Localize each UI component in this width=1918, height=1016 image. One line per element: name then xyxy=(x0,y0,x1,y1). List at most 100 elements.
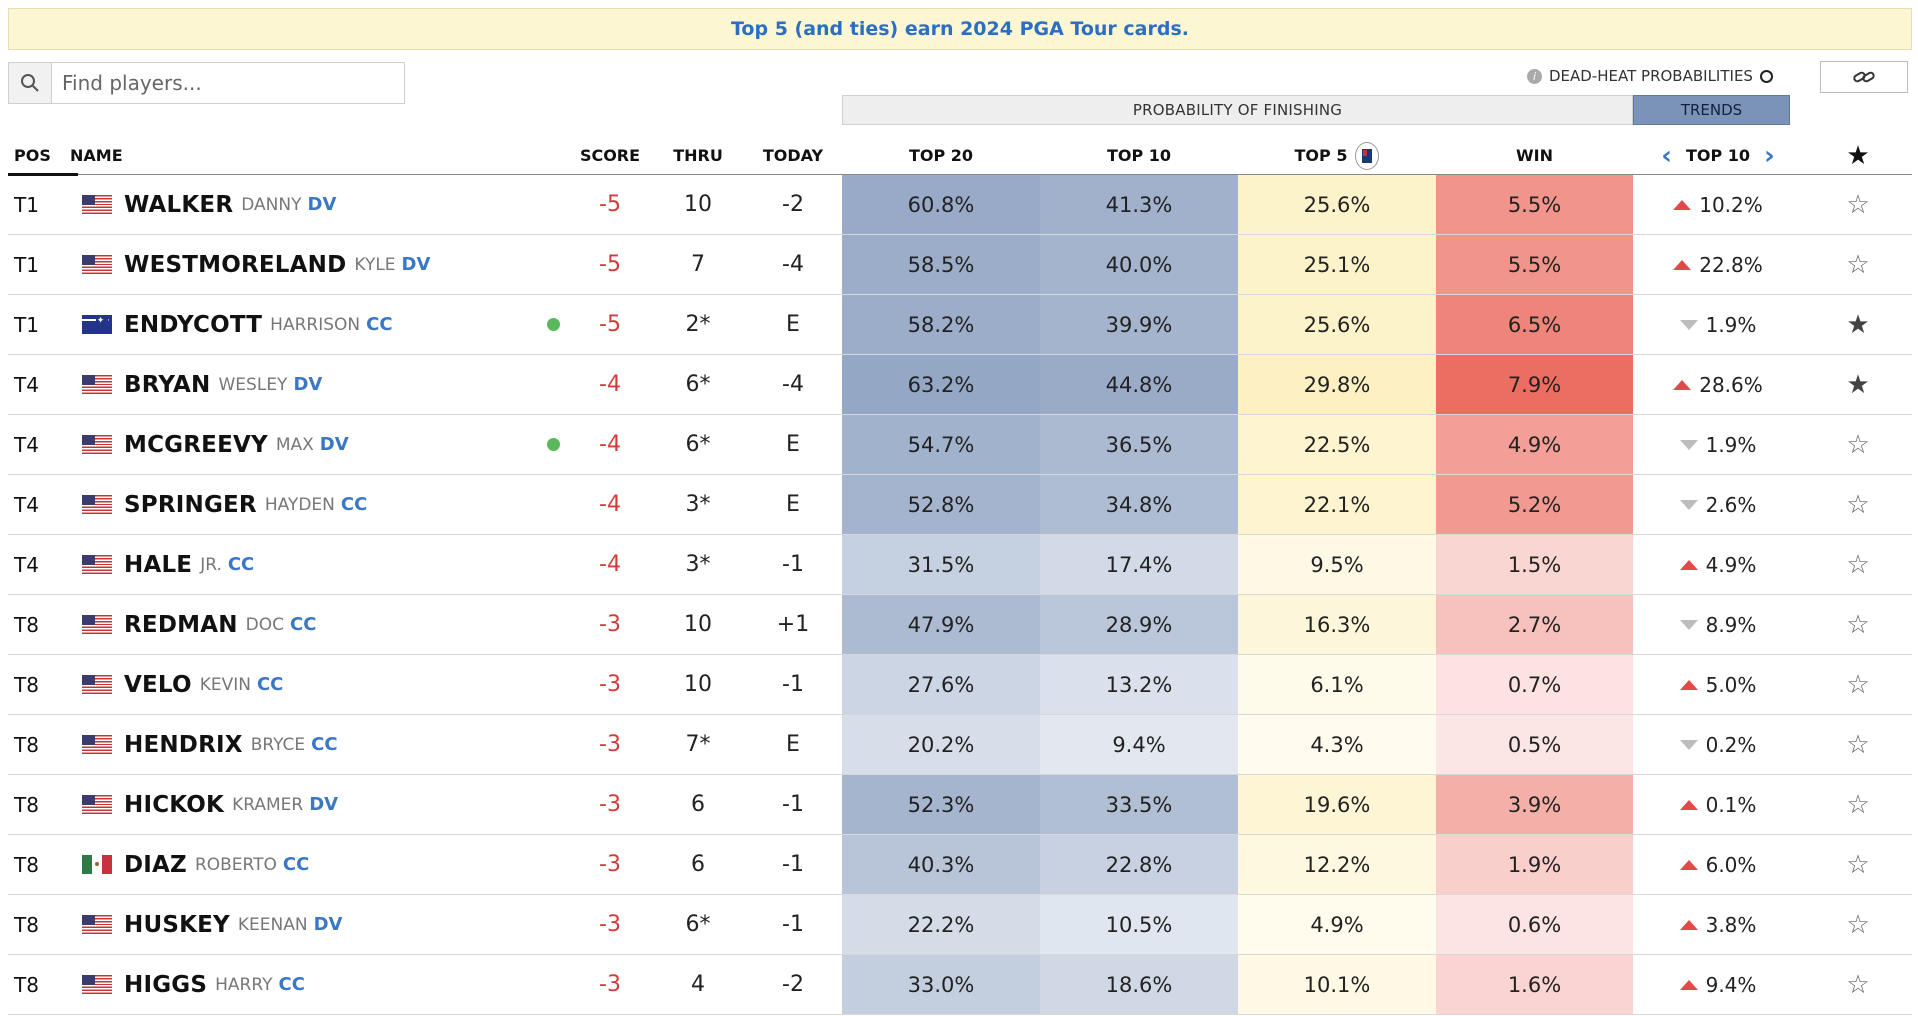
col-top10[interactable]: TOP 10 xyxy=(1106,146,1172,165)
star-outline-icon[interactable]: ☆ xyxy=(1846,429,1870,460)
prob-win: 3.9% xyxy=(1436,775,1633,834)
table-row[interactable]: T8 REDMAN DOC CC -3 10 +1 47.9% 28.9% 16.3% 2.7% 8.… xyxy=(8,595,1912,655)
favorite-toggle[interactable]: ☆ xyxy=(1823,475,1893,534)
score: -5 xyxy=(599,252,621,277)
star-filled-icon[interactable]: ★ xyxy=(1846,309,1870,340)
star-outline-icon[interactable]: ☆ xyxy=(1846,789,1870,820)
star-outline-icon[interactable]: ☆ xyxy=(1846,969,1870,1000)
favorite-toggle[interactable]: ☆ xyxy=(1823,955,1893,1014)
player-last-name: DIAZ xyxy=(124,851,187,878)
col-score[interactable]: SCORE xyxy=(579,146,641,165)
prob-top10: 10.5% xyxy=(1040,895,1238,954)
favorite-toggle[interactable]: ☆ xyxy=(1823,715,1893,774)
score: -3 xyxy=(599,792,621,817)
today: +1 xyxy=(776,612,810,637)
table-row[interactable]: T1 WESTMORELAND KYLE DV -5 7 -4 58.5% 40.0% 25.1%… xyxy=(8,235,1912,295)
player-name[interactable]: HIGGS HARRY CC xyxy=(82,955,522,1014)
star-outline-icon[interactable]: ☆ xyxy=(1846,729,1870,760)
player-name[interactable]: HALE JR. CC xyxy=(82,535,522,594)
player-search[interactable] xyxy=(8,62,405,104)
col-top5[interactable]: TOP 5 xyxy=(1238,137,1436,174)
trend-down-icon xyxy=(1679,439,1698,450)
copy-link-button[interactable] xyxy=(1820,61,1908,93)
player-name[interactable]: BRYAN WESLEY DV xyxy=(82,355,522,414)
table-row[interactable]: T1 WALKER DANNY DV -5 10 -2 60.8% 41.3% 25.6% 5.5%… xyxy=(8,175,1912,235)
prob-top5: 9.5% xyxy=(1238,535,1436,594)
player-name[interactable]: REDMAN DOC CC xyxy=(82,595,522,654)
trend-value: 0.1% xyxy=(1705,792,1757,817)
table-row[interactable]: T8 DIAZ ROBERTO CC -3 6 -1 40.3% 22.8% 12.2% 1.9% 6… xyxy=(8,835,1912,895)
trends-prev-icon[interactable]: ‹ xyxy=(1661,140,1672,171)
star-outline-icon[interactable]: ☆ xyxy=(1846,249,1870,280)
table-row[interactable]: T8 HIGGS HARRY CC -3 4 -2 33.0% 18.6% 10.1% 1.6% 9.… xyxy=(8,955,1912,1015)
table-row[interactable]: T4 MCGREEVY MAX DV -4 6* E 54.7% 36.5% 22.5% 4.9% 1… xyxy=(8,415,1912,475)
star-outline-icon[interactable]: ☆ xyxy=(1846,489,1870,520)
star-outline-icon[interactable]: ☆ xyxy=(1846,909,1870,940)
star-outline-icon[interactable]: ☆ xyxy=(1846,189,1870,220)
prob-top20: 22.2% xyxy=(842,895,1040,954)
player-first-name: KEVIN xyxy=(199,674,251,695)
favorite-toggle[interactable]: ☆ xyxy=(1823,775,1893,834)
table-row[interactable]: T8 HENDRIX BRYCE CC -3 7* E 20.2% 9.4% 4.3% 0.5% 0.… xyxy=(8,715,1912,775)
dead-heat-radio[interactable] xyxy=(1759,69,1773,83)
favorite-star-icon[interactable]: ★ xyxy=(1846,140,1870,171)
player-name[interactable]: HICKOK KRAMER DV xyxy=(82,775,522,834)
trend-down-icon xyxy=(1679,619,1698,630)
favorite-toggle[interactable]: ☆ xyxy=(1823,835,1893,894)
prob-top5: 22.1% xyxy=(1238,475,1436,534)
table-row[interactable]: T4 SPRINGER HAYDEN CC -4 3* E 52.8% 34.8% 22.1% 5.… xyxy=(8,475,1912,535)
col-trends: ‹ TOP 10 › xyxy=(1633,137,1803,174)
player-name[interactable]: SPRINGER HAYDEN CC xyxy=(82,475,522,534)
col-win[interactable]: WIN xyxy=(1516,146,1553,165)
favorite-toggle[interactable]: ★ xyxy=(1823,355,1893,414)
player-tag: CC xyxy=(256,674,284,695)
column-headers: POS NAME SCORE THRU TODAY TOP 20 TOP 10 … xyxy=(8,137,1912,176)
player-name[interactable]: HUSKEY KEENAN DV xyxy=(82,895,522,954)
trends-group-header[interactable]: TRENDS xyxy=(1633,95,1790,125)
star-outline-icon[interactable]: ☆ xyxy=(1846,849,1870,880)
prob-win: 1.5% xyxy=(1436,535,1633,594)
player-name[interactable]: WALKER DANNY DV xyxy=(82,175,522,234)
col-thru[interactable]: THRU xyxy=(673,146,723,165)
star-outline-icon[interactable]: ☆ xyxy=(1846,549,1870,580)
score: -5 xyxy=(599,192,621,217)
table-row[interactable]: T4 BRYAN WESLEY DV -4 6* -4 63.2% 44.8% 29.8% 7.9%… xyxy=(8,355,1912,415)
search-input[interactable] xyxy=(52,63,404,103)
star-outline-icon[interactable]: ☆ xyxy=(1846,609,1870,640)
table-row[interactable]: T8 VELO KEVIN CC -3 10 -1 27.6% 13.2% 6.1% 0.7% 5.0… xyxy=(8,655,1912,715)
star-outline-icon[interactable]: ☆ xyxy=(1846,669,1870,700)
table-row[interactable]: T8 HUSKEY KEENAN DV -3 6* -1 22.2% 10.5% 4.9% 0.6%… xyxy=(8,895,1912,955)
table-row[interactable]: T4 HALE JR. CC -4 3* -1 31.5% 17.4% 9.5% 1.5% 4.9% ☆ xyxy=(8,535,1912,595)
favorite-toggle[interactable]: ☆ xyxy=(1823,175,1893,234)
player-name[interactable]: DIAZ ROBERTO CC xyxy=(82,835,522,894)
position: T8 xyxy=(14,612,39,637)
col-top20[interactable]: TOP 20 xyxy=(908,146,974,165)
col-today[interactable]: TODAY xyxy=(762,146,824,165)
col-name[interactable]: NAME xyxy=(70,146,123,165)
trend-up-icon xyxy=(1679,859,1698,870)
search-icon[interactable] xyxy=(9,63,52,103)
info-icon[interactable]: i xyxy=(1527,68,1542,84)
col-pos[interactable]: POS xyxy=(8,137,78,176)
thru: 6 xyxy=(691,852,705,877)
player-name[interactable]: HENDRIX BRYCE CC xyxy=(82,715,522,774)
favorite-toggle[interactable]: ☆ xyxy=(1823,415,1893,474)
player-name[interactable]: MCGREEVY MAX DV xyxy=(82,415,522,474)
favorite-toggle[interactable]: ☆ xyxy=(1823,595,1893,654)
table-row[interactable]: T8 HICKOK KRAMER DV -3 6 -1 52.3% 33.5% 19.6% 3.9%… xyxy=(8,775,1912,835)
trends-next-icon[interactable]: › xyxy=(1764,140,1775,171)
favorite-toggle[interactable]: ★ xyxy=(1823,295,1893,354)
player-name[interactable]: WESTMORELAND KYLE DV xyxy=(82,235,522,294)
player-tag: DV xyxy=(293,374,323,395)
favorite-toggle[interactable]: ☆ xyxy=(1823,895,1893,954)
prob-top20: 52.8% xyxy=(842,475,1040,534)
star-filled-icon[interactable]: ★ xyxy=(1846,369,1870,400)
favorite-toggle[interactable]: ☆ xyxy=(1823,235,1893,294)
favorite-toggle[interactable]: ☆ xyxy=(1823,535,1893,594)
dead-heat-label: DEAD-HEAT PROBABILITIES xyxy=(1549,67,1753,85)
player-name[interactable]: VELO KEVIN CC xyxy=(82,655,522,714)
dead-heat-toggle[interactable]: i DEAD-HEAT PROBABILITIES xyxy=(1527,65,1773,87)
favorite-toggle[interactable]: ☆ xyxy=(1823,655,1893,714)
